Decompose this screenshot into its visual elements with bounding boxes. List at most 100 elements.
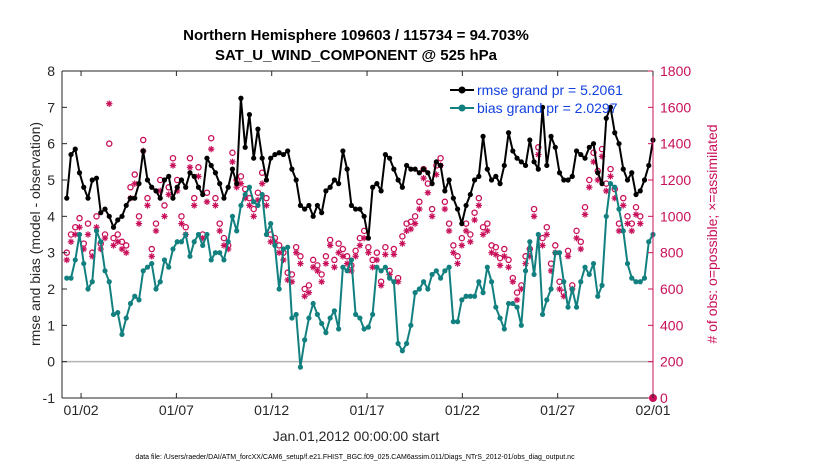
obs-assimilated-point — [63, 256, 70, 264]
rmse-point — [416, 170, 422, 176]
obs-assimilated-stroke — [323, 260, 329, 267]
obs-possible-point — [195, 164, 202, 171]
rmse-point — [522, 162, 529, 169]
obs-assimilated-stroke — [382, 251, 389, 258]
obs-assimilated-stroke — [268, 239, 274, 245]
obs-assimilated-point — [496, 262, 504, 269]
obs-assimilated-point — [267, 238, 274, 245]
bias-point — [433, 268, 439, 274]
obs-possible-point — [475, 194, 483, 202]
obs-assimilated-point — [301, 293, 308, 300]
bias-point — [412, 290, 418, 296]
bias-point — [242, 191, 248, 198]
obs-possible-point — [505, 256, 512, 264]
obs-assimilated-stroke — [93, 224, 100, 230]
obs-assimilated-point — [322, 260, 330, 267]
bias-point — [353, 311, 359, 318]
obs-possible-point — [382, 243, 389, 251]
bias-point — [140, 268, 146, 274]
rmse-point — [404, 162, 410, 169]
rmse-point — [310, 213, 316, 219]
rmse-point — [336, 181, 342, 187]
obs-assimilated-stroke — [578, 246, 584, 252]
y-tick-right-label: 1800 — [660, 63, 691, 79]
obs-assimilated-stroke — [153, 228, 159, 234]
rmse-point — [157, 195, 163, 201]
obs-assimilated-stroke — [340, 253, 346, 259]
bias-point — [191, 239, 197, 245]
rmse-point — [319, 210, 325, 216]
bias-point — [132, 293, 138, 299]
obs-assimilated-point — [539, 242, 546, 249]
rmse-point — [204, 155, 210, 161]
obs-assimilated-stroke — [297, 260, 304, 267]
bias-point — [480, 290, 486, 296]
obs-possible-point — [114, 231, 121, 238]
bias-point — [149, 260, 155, 267]
bias-point — [493, 304, 499, 310]
x-tick-label: 01/22 — [445, 402, 480, 418]
obs-assimilated-point — [424, 189, 432, 196]
rmse-point — [433, 159, 439, 165]
rmse-point — [590, 141, 597, 147]
chart-title: Northern Hemisphere 109603 / 115734 = 94… — [183, 27, 529, 44]
obs-possible-point — [135, 213, 143, 220]
obs-assimilated-point — [152, 227, 160, 235]
rmse-point — [255, 126, 261, 132]
y-tick-right-label: 800 — [660, 245, 684, 261]
obs-assimilated-point — [373, 256, 381, 264]
rmse-point — [297, 202, 304, 209]
rmse-point — [505, 130, 512, 136]
obs-assimilated-point — [462, 227, 470, 235]
rmse-point — [382, 151, 388, 158]
obs-assimilated-point — [165, 191, 172, 198]
x-tick-label: 01/02 — [64, 402, 99, 418]
bias-point — [590, 260, 597, 267]
obs-assimilated-point — [492, 251, 500, 258]
obs-possible-point — [454, 253, 461, 260]
obs-assimilated-point — [365, 249, 372, 256]
rmse-point — [370, 184, 376, 190]
rmse-point — [302, 206, 308, 212]
y-tick-right-label: 1000 — [660, 208, 691, 224]
obs-assimilated-point — [577, 245, 584, 253]
obs-possible-point — [441, 198, 449, 206]
obs-assimilated-stroke — [582, 211, 588, 218]
rmse-point — [102, 206, 108, 212]
bias-point — [89, 279, 95, 285]
bias-point — [76, 231, 83, 238]
rmse-point — [527, 137, 533, 143]
obs-assimilated-point — [220, 242, 228, 249]
bias-point — [416, 286, 422, 292]
obs-assimilated-stroke — [565, 253, 571, 259]
y-tick-left-label: 2 — [47, 281, 55, 297]
bias-point — [599, 282, 605, 288]
bias-point — [408, 322, 414, 328]
obs-assimilated-point — [620, 202, 627, 209]
obs-possible-point — [458, 234, 466, 242]
obs-possible-point — [122, 242, 130, 249]
rmse-point — [144, 177, 151, 183]
rmse-point — [81, 184, 87, 190]
obs-assimilated-stroke — [318, 279, 325, 285]
bias-point — [81, 260, 87, 267]
rmse-point — [488, 177, 495, 183]
rmse-point — [200, 191, 206, 198]
right-tick-layer: 0 200 400 600 800 1000 1200 1400 1600 1800 — [648, 63, 691, 406]
rmse-point — [242, 144, 248, 150]
obs-assimilated-stroke — [531, 213, 537, 219]
legend-bias-label: bias grand pr = 2.0297 — [477, 100, 618, 116]
obs-assimilated-stroke — [301, 293, 308, 299]
rmse-point — [72, 146, 78, 152]
obs-assimilated-stroke — [251, 213, 257, 219]
obs-assimilated-stroke — [450, 250, 457, 256]
bias-point — [565, 304, 571, 310]
obs-possible-point — [318, 271, 325, 278]
bias-point — [421, 279, 427, 285]
obs-assimilated-stroke — [556, 286, 563, 292]
bias-point — [582, 264, 588, 270]
bias-point — [446, 264, 452, 270]
obs-assimilated-point — [471, 216, 478, 224]
rmse-point — [170, 195, 176, 201]
obs-assimilated-stroke — [459, 242, 465, 249]
